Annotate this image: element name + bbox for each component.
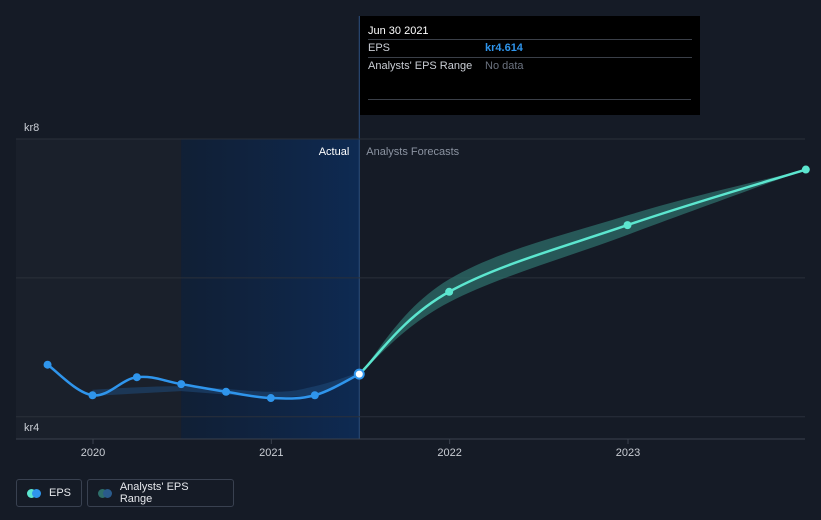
eps-point-2020-03-31 — [132, 373, 141, 382]
region-label-actual: Actual — [319, 146, 350, 158]
region-label-forecast: Analysts Forecasts — [366, 146, 459, 158]
legend-range-button[interactable]: Analysts' EPS Range — [87, 479, 234, 507]
forecast-point-2023-12-31 — [801, 165, 810, 174]
forecast-point-2022-12-31 — [623, 221, 632, 230]
x-tick-2022: 2022 — [437, 447, 461, 459]
eps-point-2020-06-30 — [177, 380, 186, 389]
y-label-bottom: kr4 — [24, 422, 39, 434]
tooltip-range-label: Analysts' EPS Range — [368, 60, 473, 72]
eps-point-2019-12-31 — [88, 391, 97, 400]
eps-legend-icon — [27, 488, 43, 498]
legend-eps-label: EPS — [48, 487, 71, 499]
legend-range-label: Analysts' EPS Range — [119, 481, 189, 505]
eps-forecast-line — [358, 168, 807, 376]
forecast-point-2021-12-31 — [445, 287, 454, 296]
hover-tooltip: Jun 30 2021 EPS kr4.614 Analysts' EPS Ra… — [360, 16, 700, 115]
eps-hover-point — [353, 368, 365, 380]
eps-chart: kr8 kr4 Actual Analysts Forecasts 2020 2021 20… — [16, 16, 810, 459]
tooltip-eps-value: kr4.614 — [485, 42, 523, 54]
range-legend-icon — [98, 488, 114, 498]
eps-point-2021-03-31 — [310, 391, 319, 400]
tooltip-date: Jun 30 2021 — [368, 25, 429, 37]
forecast-range-band — [359, 169, 806, 375]
tooltip-row-range: Analysts' EPS Range No data — [368, 57, 692, 75]
legend-eps-button[interactable]: EPS — [16, 479, 82, 507]
y-label-top: kr8 — [24, 122, 39, 134]
eps-point-2020-12-31 — [266, 394, 275, 403]
x-tick-2020: 2020 — [81, 447, 105, 459]
x-tick-2023: 2023 — [616, 447, 640, 459]
tooltip-row-eps: EPS kr4.614 — [368, 39, 692, 57]
tooltip-divider — [368, 99, 691, 100]
tooltip-range-value: No data — [485, 60, 524, 72]
historical-range-band — [92, 372, 360, 399]
eps-point-2019-09-30 — [43, 360, 52, 369]
eps-point-2020-09-30 — [222, 387, 231, 396]
x-tick-2021: 2021 — [259, 447, 283, 459]
tooltip-eps-label: EPS — [368, 42, 391, 54]
